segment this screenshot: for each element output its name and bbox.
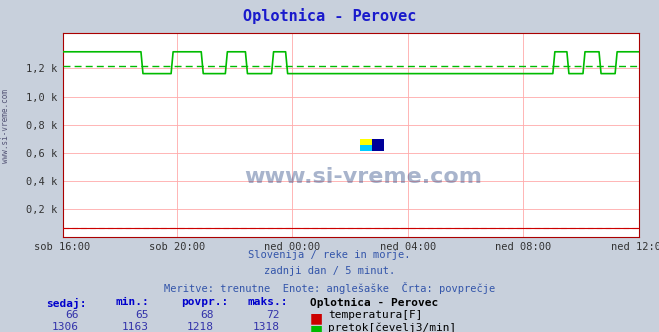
Text: www.si-vreme.com: www.si-vreme.com — [244, 167, 482, 187]
Text: maks.:: maks.: — [247, 297, 287, 307]
Text: Slovenija / reke in morje.: Slovenija / reke in morje. — [248, 250, 411, 260]
Text: sedaj:: sedaj: — [46, 297, 86, 308]
Bar — [360, 139, 372, 145]
Text: 1163: 1163 — [121, 322, 148, 332]
Text: temperatura[F]: temperatura[F] — [328, 310, 422, 320]
Text: pretok[čevelj3/min]: pretok[čevelj3/min] — [328, 322, 457, 332]
Text: 1218: 1218 — [187, 322, 214, 332]
Text: ■: ■ — [310, 311, 323, 325]
Text: Meritve: trenutne  Enote: anglešaške  Črta: povprečje: Meritve: trenutne Enote: anglešaške Črta… — [164, 282, 495, 293]
Text: 65: 65 — [135, 310, 148, 320]
Bar — [372, 139, 384, 151]
Text: 68: 68 — [201, 310, 214, 320]
Bar — [360, 145, 372, 151]
Text: 66: 66 — [66, 310, 79, 320]
Text: povpr.:: povpr.: — [181, 297, 229, 307]
Text: Oplotnica - Perovec: Oplotnica - Perovec — [310, 297, 438, 307]
Text: min.:: min.: — [115, 297, 149, 307]
Text: ■: ■ — [310, 323, 323, 332]
Text: 72: 72 — [267, 310, 280, 320]
Text: zadnji dan / 5 minut.: zadnji dan / 5 minut. — [264, 266, 395, 276]
Text: 1318: 1318 — [253, 322, 280, 332]
Text: 1306: 1306 — [52, 322, 79, 332]
Text: Oplotnica - Perovec: Oplotnica - Perovec — [243, 8, 416, 24]
Text: www.si-vreme.com: www.si-vreme.com — [1, 89, 10, 163]
